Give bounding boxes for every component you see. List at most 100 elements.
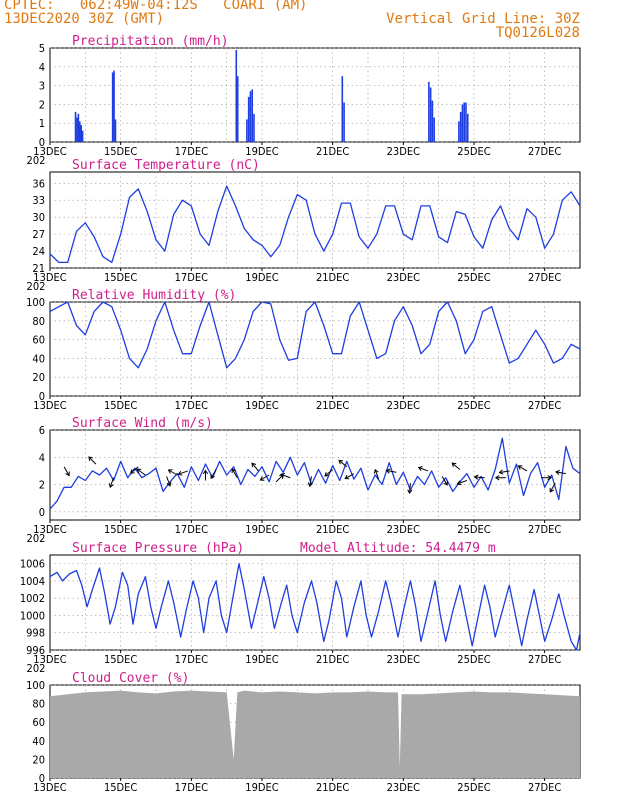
cloud-x-tick-label: 27DEC	[528, 781, 561, 794]
wind-y-tick-label: 6	[39, 424, 45, 437]
cloud-y-tick-label: 40	[32, 735, 45, 748]
wind-arrow-head	[494, 475, 500, 481]
cloud-y-tick-label: 100	[26, 679, 45, 692]
wind-arrow	[374, 469, 380, 480]
precip-bar	[114, 119, 117, 142]
wind-x-tick-label: 13DEC	[33, 523, 66, 536]
pressure-x-tick-label: 13DEC	[33, 653, 66, 666]
temp-x-tick-label: 15DEC	[104, 271, 137, 284]
wind-arrow-head	[177, 470, 183, 476]
wind-arrow-head	[202, 469, 209, 475]
precip-y-tick-label: 4	[39, 61, 45, 74]
precip-bar	[247, 96, 250, 142]
precip-bar	[461, 104, 464, 142]
wind-arrow-head	[231, 468, 237, 474]
cloud-y-tick-label: 0	[39, 772, 45, 785]
pressure-y-tick-label: 1006	[20, 558, 45, 571]
wind-arrow	[441, 476, 448, 486]
precip-bar	[81, 130, 84, 142]
header-grid-note: Vertical Grid Line: 30Z	[386, 11, 580, 27]
wind-arrow-head	[259, 476, 265, 481]
wind-arrow-head	[280, 472, 285, 478]
wind-y-tick-label: 2	[39, 479, 45, 492]
wind-arrow-head	[307, 482, 313, 488]
precip-bar	[253, 113, 255, 142]
wind-arrow	[136, 468, 146, 476]
wind-x-tick-label: 15DEC	[104, 523, 137, 536]
temp-x-tick-label: 25DEC	[457, 271, 490, 284]
wind-arrow	[166, 476, 171, 486]
rh-x-tick-label: 21DEC	[316, 399, 349, 412]
wind-arrow-head	[129, 469, 135, 474]
rh-y-tick-label: 0	[39, 390, 45, 403]
wind-arrow	[210, 469, 217, 479]
header-code: TQ0126L028	[495, 25, 580, 41]
cloud-x-tick-label: 25DEC	[457, 781, 490, 794]
precip-bar	[80, 125, 82, 142]
cloud-area	[50, 690, 580, 778]
wind-arrow	[178, 470, 188, 475]
rh-x-tick-label: 13DEC	[33, 399, 66, 412]
rh-x-tick-label: 27DEC	[528, 399, 561, 412]
precip-bar	[246, 119, 248, 142]
precip-y-tick-label: 3	[39, 80, 45, 93]
wind-arrow-head	[338, 459, 344, 465]
cloud-y-tick-label: 20	[32, 753, 45, 766]
wind-arrow-head	[473, 474, 479, 480]
rh-x-tick-label: 23DEC	[387, 399, 420, 412]
temp-y-tick-label: 24	[32, 245, 45, 258]
wind-arrow-head	[451, 462, 457, 468]
wind-arrow-head	[136, 468, 142, 474]
wind-arrow	[338, 460, 348, 468]
pressure-x-tick-label: 25DEC	[457, 653, 490, 666]
precip-title: Precipitation (mm/h)	[72, 34, 229, 49]
rh-frame	[49, 301, 581, 397]
wind-arrow	[549, 482, 556, 493]
temp-x-tick-label: 19DEC	[245, 271, 278, 284]
precip-bar	[459, 111, 462, 142]
precip-bar	[429, 87, 432, 142]
wind-arrow	[518, 465, 528, 472]
rh-y-tick-label: 40	[32, 352, 45, 365]
wind-x-tick-label: 19DEC	[245, 523, 278, 536]
wind-arrow-head	[385, 468, 391, 474]
wind-arrow	[63, 466, 70, 476]
wind-arrow	[409, 483, 411, 494]
wind-arrow	[324, 469, 333, 477]
precip-bar	[251, 89, 253, 142]
temp-x-tick-label: 23DEC	[387, 271, 420, 284]
wind-arrow	[231, 468, 238, 478]
wind-arrow-head	[167, 469, 173, 474]
cloud-x-tick-label: 17DEC	[175, 781, 208, 794]
wind-arrow-head	[417, 466, 423, 472]
wind-arrow-head	[547, 475, 553, 481]
precip-bar	[249, 91, 252, 142]
wind-arrow-head	[498, 469, 504, 475]
rh-y-tick-label: 20	[32, 371, 45, 384]
rh-y-tick-label: 80	[32, 315, 45, 328]
cloud-y-tick-label: 80	[32, 698, 45, 711]
rh-y-tick-label: 60	[32, 334, 45, 347]
pressure-y-tick-label: 1000	[20, 609, 45, 622]
wind-arrow-head	[373, 468, 379, 474]
pressure-x-tick-label: 19DEC	[245, 653, 278, 666]
wind-arrow	[130, 466, 139, 474]
precip-frame	[49, 47, 581, 143]
wind-frame	[49, 429, 581, 521]
header-station: CPTEC: 062:49W-04:12S COARI (AM)	[4, 0, 308, 13]
rh-x-tick-label: 25DEC	[457, 399, 490, 412]
wind-arrow-head	[324, 472, 330, 477]
rh-title: Relative Humidity (%)	[72, 288, 236, 303]
wind-arrow-head	[65, 471, 70, 477]
pressure-y-tick-label: 1002	[20, 592, 45, 605]
temp-y-tick-label: 30	[32, 211, 45, 224]
pressure-x-tick-label: 27DEC	[528, 653, 561, 666]
rh-x-tick-label: 15DEC	[104, 399, 137, 412]
wind-arrow	[88, 456, 97, 465]
wind-series-line	[49, 437, 581, 510]
wind-arrow-head	[555, 469, 560, 475]
wind-arrow-head	[210, 474, 215, 479]
precip-bar	[76, 117, 78, 142]
wind-title: Surface Wind (m/s)	[72, 416, 213, 431]
